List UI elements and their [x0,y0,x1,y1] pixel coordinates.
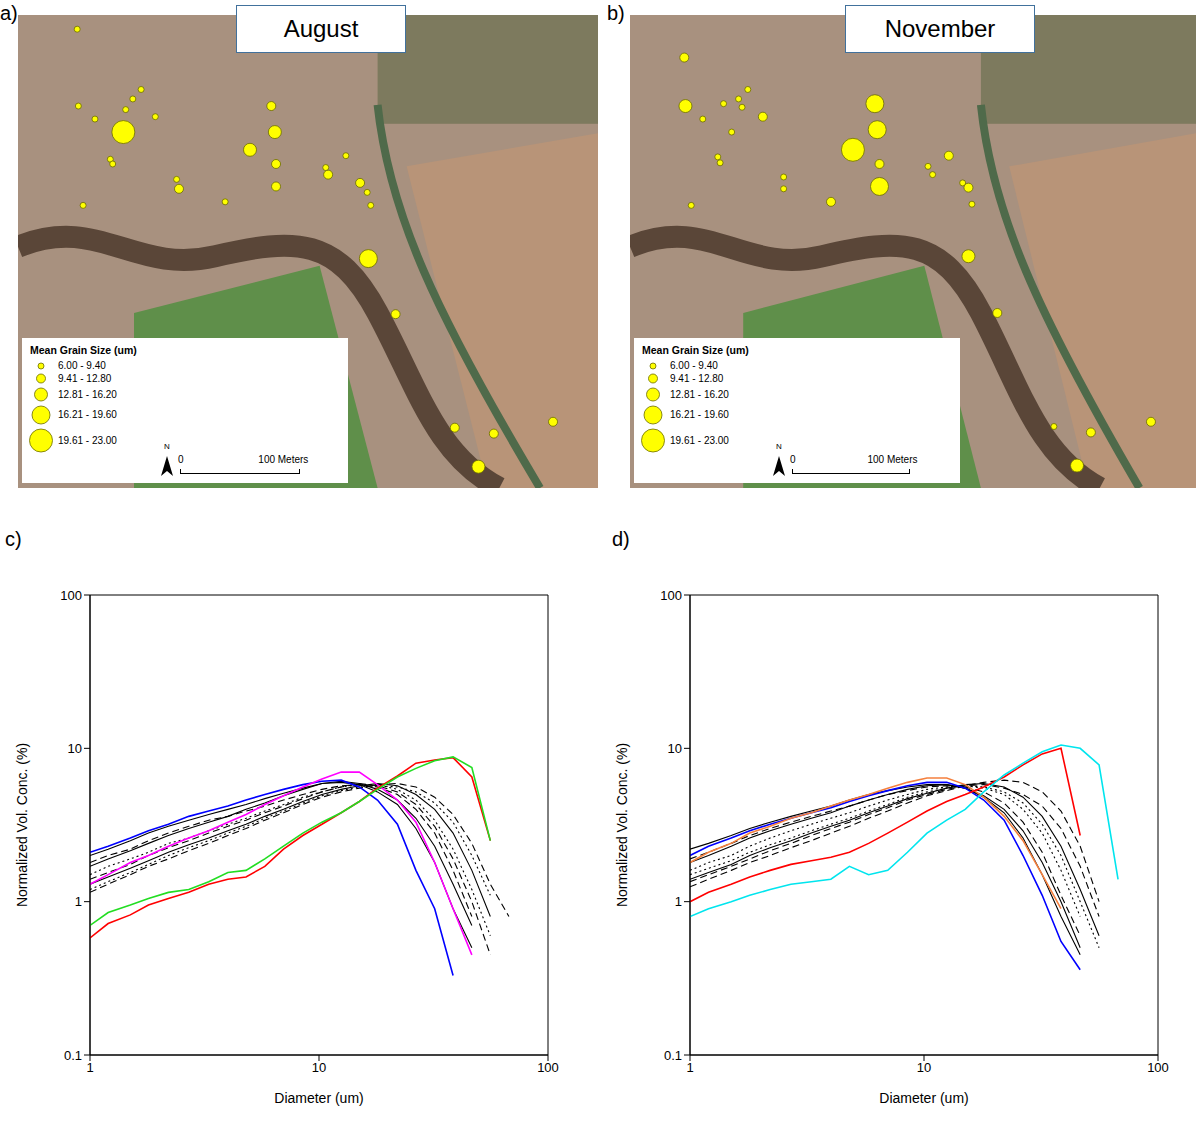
html-text:b): b) [607,2,625,24]
html-text:Mean Grain Size (um): Mean Grain Size (um) [30,344,137,356]
html-text:12.81 - 16.20: 12.81 - 16.20 [670,388,729,400]
svg-text:0.1: 0.1 [64,1048,82,1063]
html-text:100 Meters: 100 Meters [258,454,309,465]
html-text:August: August [283,15,359,42]
svg-text:Diameter (um): Diameter (um) [274,1090,363,1106]
svg-text:1: 1 [75,894,82,909]
svg-text:100: 100 [1147,1060,1169,1075]
html-text:a): a) [0,2,18,24]
svg-text:10: 10 [312,1060,326,1075]
html-text:16.21 - 19.60: 16.21 - 19.60 [670,409,729,420]
html-text:November: November [884,15,996,42]
svg-text:Diameter (um): Diameter (um) [879,1090,968,1106]
svg-text:1: 1 [86,1060,93,1075]
svg-text:1: 1 [686,1060,693,1075]
svg-text:10: 10 [668,741,682,756]
html-text:6.00 - 9.40: 6.00 - 9.40 [670,360,718,371]
html-text:0: 0 [178,454,184,465]
svg-text:100: 100 [660,588,682,603]
svg-text:0.1: 0.1 [664,1048,682,1063]
svg-text:100: 100 [537,1060,559,1075]
html-text:12.81 - 16.20: 12.81 - 16.20 [58,388,117,400]
html-text:c): c) [5,528,22,550]
html-text:Mean Grain Size (um): Mean Grain Size (um) [642,344,749,356]
svg-text:10: 10 [68,741,82,756]
html-text:9.41 - 12.80: 9.41 - 12.80 [58,372,112,384]
html-text:d): d) [612,528,630,550]
html-text:9.41 - 12.80: 9.41 - 12.80 [670,372,724,384]
html-text:0: 0 [790,454,796,465]
html-text:100 Meters: 100 Meters [867,454,918,465]
html-text:16.21 - 19.60: 16.21 - 19.60 [58,409,117,420]
svg-text:10: 10 [917,1060,931,1075]
html-text:19.61 - 23.00: 19.61 - 23.00 [670,434,729,446]
svg-text:100: 100 [60,588,82,603]
html-text:N: N [164,442,170,451]
html-text:N: N [776,442,782,451]
svg-text:Normalized Vol. Conc. (%): Normalized Vol. Conc. (%) [14,743,30,907]
html-text:6.00 - 9.40: 6.00 - 9.40 [58,360,106,371]
html-text:19.61 - 23.00: 19.61 - 23.00 [58,434,117,446]
svg-text:Normalized Vol. Conc. (%): Normalized Vol. Conc. (%) [614,743,630,907]
svg-text:1: 1 [675,894,682,909]
